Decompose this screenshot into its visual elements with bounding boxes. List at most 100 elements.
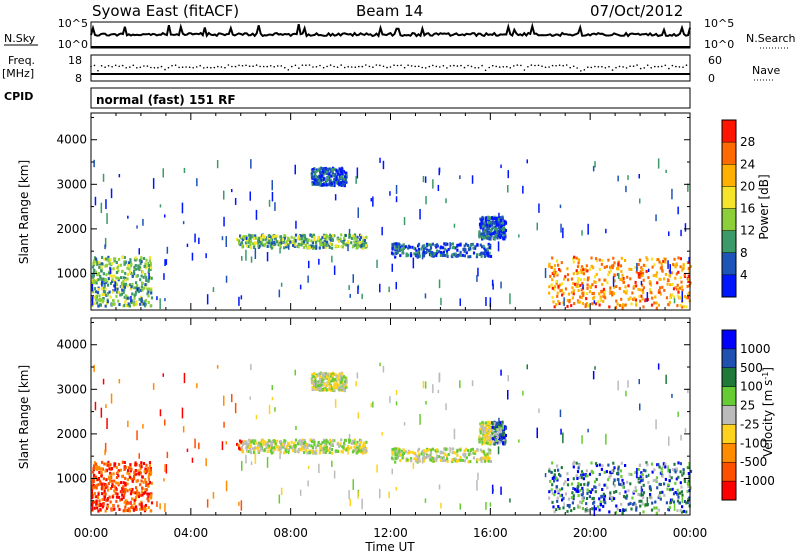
velocity-cell: [422, 459, 425, 463]
velocity-cell: [105, 462, 108, 466]
power-cell: [592, 165, 595, 172]
nave-point: [562, 64, 564, 67]
velocity-cell: [466, 449, 469, 452]
power-cell: [123, 295, 126, 299]
velocity-cell: [198, 442, 200, 450]
power-cell: [325, 179, 328, 183]
velocity-cell: [310, 449, 313, 453]
power-cell: [120, 285, 123, 289]
power-cell: [640, 268, 644, 272]
velocity-cell: [566, 472, 569, 476]
power-cell: [296, 237, 299, 241]
power-cell: [225, 275, 228, 283]
velocity-cell: [488, 435, 491, 439]
power-cell: [469, 244, 472, 248]
power-cell: [493, 237, 496, 241]
power-cell: [133, 265, 136, 269]
power-cell: [467, 248, 471, 252]
velocity-cell: [553, 510, 556, 514]
velocity-cell: [588, 495, 591, 499]
velocity-cell: [115, 481, 118, 485]
power-cell: [150, 296, 154, 300]
power-cell: [285, 245, 288, 249]
velocity-cell: [273, 446, 276, 449]
power-cell: [147, 268, 151, 272]
velocity-cell: [363, 444, 366, 447]
power-cell: [620, 269, 623, 273]
power-cell: [140, 302, 143, 306]
power-cell: [341, 167, 344, 171]
velocity-cell: [435, 454, 439, 458]
velocity-cell: [156, 501, 158, 507]
nave-point: [347, 65, 350, 68]
power-cell: [639, 288, 642, 292]
power-cell: [359, 236, 363, 239]
velocity-cell: [347, 449, 349, 455]
velocity-cell: [687, 466, 690, 469]
power-cell: [121, 270, 124, 274]
colorbar-tick-label: 8: [740, 246, 748, 260]
velocity-cell: [646, 463, 649, 467]
power-cell: [556, 259, 559, 263]
power-cell: [551, 278, 554, 282]
power-cell: [399, 254, 402, 258]
power-cell: [331, 237, 334, 241]
velocity-cell: [114, 462, 117, 466]
power-cell: [196, 178, 198, 187]
velocity-cell: [321, 448, 324, 452]
nave-point: [298, 67, 300, 69]
velocity-cell: [500, 435, 503, 439]
power-cell: [646, 258, 649, 262]
power-cell: [99, 262, 102, 266]
power-cell: [283, 246, 286, 250]
velocity-cell: [641, 476, 645, 480]
velocity-cell: [331, 442, 334, 446]
power-cell: [263, 243, 267, 247]
nave-point: [220, 66, 223, 68]
velocity-cell: [656, 486, 659, 490]
velocity-cell: [629, 502, 632, 506]
power-cell: [119, 293, 122, 297]
power-cell: [144, 298, 147, 302]
nave-point: [199, 64, 201, 67]
velocity-cell: [119, 468, 122, 472]
power-cell: [444, 254, 447, 257]
power-cell: [270, 246, 273, 250]
velocity-cell: [339, 442, 342, 446]
power-cell: [324, 171, 327, 175]
power-cell: [96, 301, 99, 305]
nave-point: [305, 64, 307, 66]
velocity-cell: [295, 425, 297, 430]
velocity-cell: [454, 459, 457, 463]
power-cell: [483, 254, 486, 258]
velocity-cell: [490, 434, 493, 438]
nave-point: [393, 64, 395, 66]
power-cell: [198, 237, 200, 244]
velocity-cell: [645, 474, 648, 478]
power-cell: [658, 277, 661, 281]
velocity-cell: [123, 461, 126, 464]
velocity-cell: [576, 485, 579, 489]
velocity-cell: [109, 471, 112, 475]
power-cell: [268, 234, 271, 238]
power-cell: [676, 294, 680, 298]
power-cell: [102, 173, 105, 182]
velocity-cell: [252, 451, 256, 454]
power-cell: [247, 245, 250, 248]
nave-point: [495, 65, 498, 68]
velocity-cell: [302, 445, 305, 449]
nsky-trace: [90, 22, 691, 38]
power-cell: [137, 264, 140, 268]
velocity-cell: [439, 451, 442, 455]
velocity-cell: [668, 479, 671, 483]
velocity-cell: [91, 487, 94, 490]
velocity-cell: [577, 482, 580, 485]
velocity-cell: [649, 488, 652, 492]
power-cell: [609, 286, 612, 290]
velocity-cell: [392, 457, 395, 461]
velocity-cell: [283, 451, 286, 455]
velocity-cell: [131, 497, 134, 501]
power-cell: [676, 304, 679, 308]
velocity-cell: [124, 502, 127, 506]
power-cell: [617, 175, 619, 182]
